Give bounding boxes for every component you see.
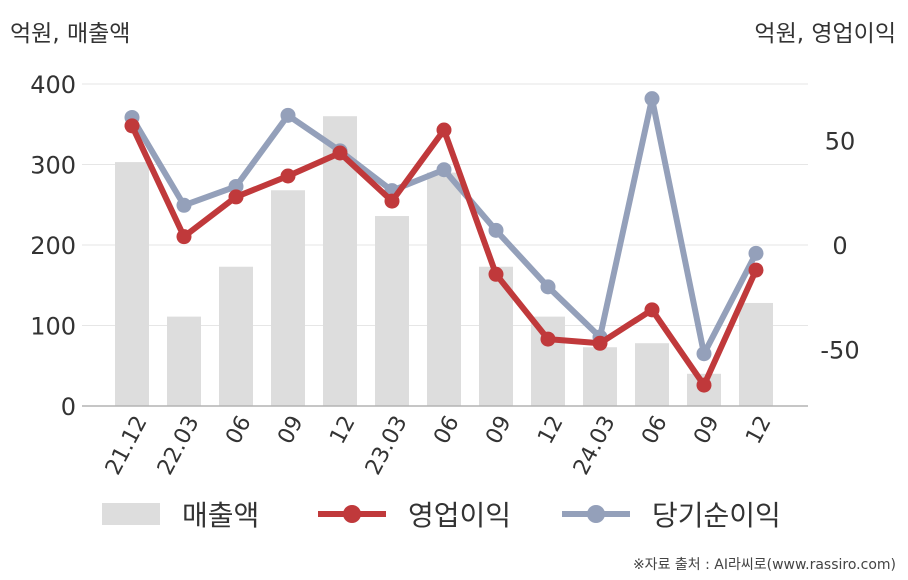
right-tick-label: 0 [832,232,847,260]
revenue-bar [739,302,773,406]
net-income-point [696,346,712,362]
revenue-bar [583,347,617,406]
revenue-bar [167,316,201,406]
legend-swatch-net-income [562,503,630,525]
x-tick-label: 12 [741,412,776,448]
revenue-bar [219,266,253,406]
x-tick-label: 09 [689,412,724,448]
net-income-point [748,245,764,261]
revenue-bar [635,343,669,406]
left-tick-label: 0 [61,393,76,421]
legend: 매출액 영업이익 당기순이익 [0,488,908,540]
x-axis-ticks: 21.12 22.03 06 09 12 23.03 06 09 12 24.03 06 09 12 [101,412,777,479]
source-note: ※자료 출처 : AI라씨로(www.rassiro.com) [632,557,896,573]
left-tick-label: 400 [30,71,76,99]
net-income-point [228,178,244,194]
legend-item-operating-profit: 영업이익 [318,488,511,540]
operating-profit-point [384,193,400,209]
right-tick-label: -50 [820,337,859,365]
operating-profit-point [436,122,452,138]
net-income-point [540,279,556,295]
x-tick-label: 06 [221,412,256,448]
left-axis-unit: 억원, 매출액 [10,21,131,47]
net-income-point [436,162,452,178]
legend-label-net-income: 당기순이익 [652,499,781,532]
revenue-bars [115,116,773,406]
profit-lines [124,91,764,393]
operating-profit-point [488,266,504,282]
net-income-point [488,222,504,238]
x-tick-label: 12 [325,412,360,448]
operating-profit-point [280,168,296,184]
right-axis-unit: 억원, 영업이익 [754,21,896,47]
x-tick-label: 06 [429,412,464,448]
operating-profit-point [644,302,660,318]
legend-label-operating-profit: 영업이익 [408,499,512,532]
x-tick-label: 22.03 [153,412,205,479]
operating-profit-point [124,118,140,134]
operating-profit-point [228,189,244,205]
x-tick-label: 21.12 [101,412,153,479]
operating-profit-point [748,262,764,278]
legend-item-net-income: 당기순이익 [562,488,781,540]
x-tick-label: 09 [273,412,308,448]
x-tick-label: 06 [637,412,672,448]
revenue-bar [531,316,565,406]
legend-label-revenue: 매출액 [182,499,260,532]
x-tick-label: 24.03 [569,412,621,479]
operating-profit-point [332,145,348,161]
left-tick-label: 300 [30,152,76,180]
x-tick-label: 23.03 [361,412,413,479]
x-tick-label: 09 [481,412,516,448]
operating-profit-point [592,335,608,351]
left-axis-ticks: 0 100 200 300 400 [30,71,76,421]
right-tick-label: 50 [825,127,856,155]
right-axis-ticks: -50 0 50 [820,127,859,364]
revenue-bar [375,216,409,406]
operating-profit-point [696,377,712,393]
revenue-bar [271,190,305,406]
left-tick-label: 100 [30,313,76,341]
net-income-point [280,107,296,123]
left-tick-label: 200 [30,232,76,260]
operating-profit-point [176,229,192,245]
revenue-bar [115,162,149,406]
net-income-point [176,197,192,213]
legend-swatch-revenue [102,503,160,525]
x-tick-label: 12 [533,412,568,448]
revenue-bar [427,172,461,406]
operating-profit-point [540,331,556,347]
legend-swatch-operating-profit [318,503,386,525]
legend-item-revenue: 매출액 [102,488,259,540]
net-income-point [644,91,660,107]
